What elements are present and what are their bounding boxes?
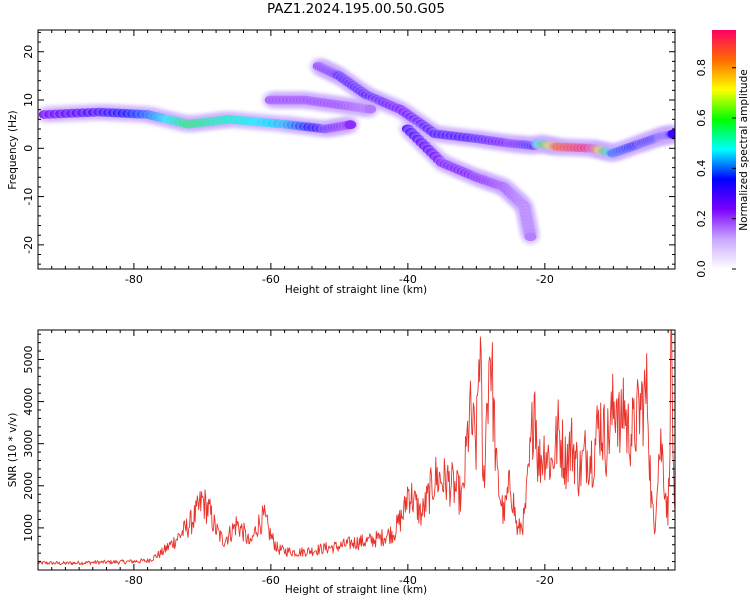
spectrogram-panel: -80 -60 -40 -20 20 10 0 -10 -20 Height of straig…	[7, 29, 676, 296]
x-tick-label: -20	[536, 574, 554, 587]
colorbar-tick-label: 0.0	[695, 260, 708, 278]
colorbar-tick-label: 0.6	[695, 109, 708, 127]
y-tick-label: 0	[22, 145, 35, 152]
colorbar: 0.0 0.2 0.4 0.6 0.8 Normalized spectral ampl…	[695, 30, 750, 278]
figure-title: PAZ1.2024.195.00.50.G05	[267, 1, 445, 17]
y-tick-label: 2000	[22, 472, 35, 500]
snr-background	[38, 330, 675, 570]
x-tick-label: -60	[262, 273, 280, 286]
x-tick-label: -80	[125, 574, 143, 587]
heatmap-cell	[524, 232, 537, 242]
x-tick-label: -40	[399, 574, 417, 587]
heatmap-cell	[667, 129, 675, 139]
y-tick-label: -20	[22, 236, 35, 254]
y-tick-label: 20	[22, 45, 35, 59]
spectrogram-xlabel: Height of straight line (km)	[285, 284, 427, 296]
x-tick-label: -80	[125, 273, 143, 286]
snr-panel: -80 -60 -40 -20 1000 2000 3000 4000 5000 Height …	[7, 329, 676, 596]
colorbar-label: Normalized spectral amplitude	[738, 69, 750, 230]
y-tick-label: 1000	[22, 514, 35, 542]
spectrogram-ylabel: Frequency (Hz)	[7, 110, 19, 189]
snr-series-line	[38, 330, 675, 566]
x-tick-label: -20	[536, 273, 554, 286]
colorbar-tick-label: 0.8	[695, 59, 708, 77]
colorbar-ticks: 0.0 0.2 0.4 0.6 0.8	[695, 59, 736, 278]
colorbar-tick-label: 0.4	[695, 160, 708, 178]
snr-ticks: -80 -60 -40 -20 1000 2000 3000 4000 5000	[22, 330, 675, 587]
x-tick-label: -40	[399, 273, 417, 286]
snr-ylabel: SNR (10 * v/v)	[7, 413, 19, 488]
heatmap-cell	[344, 120, 357, 130]
x-tick-label: -60	[262, 574, 280, 587]
spectrogram-heatmap	[38, 58, 675, 245]
y-tick-label: 10	[22, 93, 35, 107]
heatmap-cell	[364, 104, 377, 114]
snr-xlabel: Height of straight line (km)	[285, 584, 427, 596]
spectrogram-ticks: -80 -60 -40 -20 20 10 0 -10 -20	[22, 30, 675, 286]
y-tick-label: -10	[22, 188, 35, 206]
spectrogram-frame	[37, 29, 676, 270]
y-tick-label: 4000	[22, 388, 35, 416]
colorbar-tick-label: 0.2	[695, 210, 708, 228]
y-tick-label: 3000	[22, 430, 35, 458]
snr-frame	[37, 329, 676, 571]
colorbar-gradient	[712, 30, 736, 269]
y-tick-label: 5000	[22, 345, 35, 373]
